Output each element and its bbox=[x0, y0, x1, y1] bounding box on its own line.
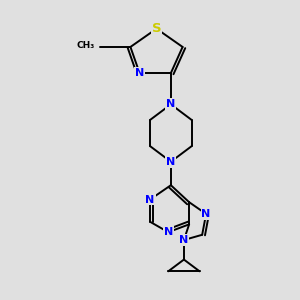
Text: N: N bbox=[166, 99, 176, 109]
Text: N: N bbox=[179, 235, 188, 245]
Text: N: N bbox=[146, 195, 154, 205]
Text: S: S bbox=[152, 22, 161, 35]
Text: N: N bbox=[164, 227, 173, 237]
Text: N: N bbox=[202, 209, 211, 219]
Text: CH₃: CH₃ bbox=[77, 41, 95, 50]
Text: N: N bbox=[135, 68, 144, 78]
Text: N: N bbox=[166, 157, 176, 167]
